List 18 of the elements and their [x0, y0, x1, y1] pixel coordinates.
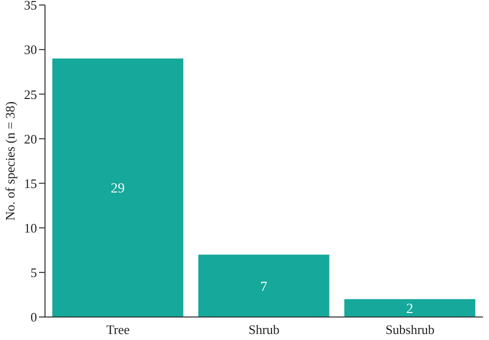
data-label: 2 [406, 302, 414, 318]
x-tick-label: Shrub [248, 322, 280, 338]
y-tick-label: 25 [24, 86, 37, 102]
y-tick-label: 30 [24, 42, 37, 58]
data-label: 7 [260, 280, 268, 295]
data-label: 29 [110, 182, 125, 197]
y-tick-label: 35 [24, 0, 37, 13]
y-tick-label: 15 [24, 176, 37, 191]
bar [52, 58, 184, 317]
x-tick-label: Subshrub [385, 322, 435, 338]
y-tick-label: 0 [30, 310, 37, 325]
y-axis-title: No. of species (n = 38) [2, 101, 18, 221]
bar [198, 254, 330, 317]
y-tick-label: 20 [24, 131, 37, 146]
x-tick-label: Tree [106, 322, 130, 338]
bar [344, 299, 476, 317]
y-tick-label: 10 [24, 220, 37, 236]
y-tick-label: 5 [30, 265, 37, 280]
